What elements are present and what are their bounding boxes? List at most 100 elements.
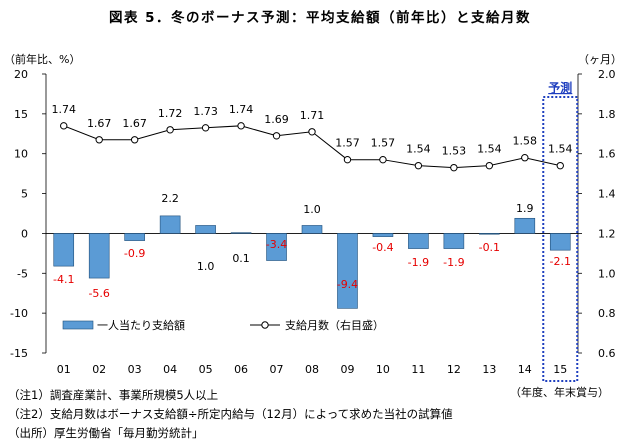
- x-tick-label: 05: [199, 363, 213, 376]
- line-data-label: 1.72: [158, 107, 183, 120]
- note-1: （注1）調査産業計、事業所規模5人以上: [8, 388, 219, 402]
- bar: [124, 233, 145, 241]
- x-tick-label: 08: [305, 363, 319, 376]
- line-point: [521, 154, 529, 162]
- x-tick-label: 07: [270, 363, 284, 376]
- legend-bar-swatch: [62, 320, 94, 330]
- line-point: [166, 126, 174, 134]
- right-tick-label: 1.6: [598, 148, 616, 161]
- right-tick-label: 1.8: [598, 108, 616, 121]
- right-tick-label: 1.4: [598, 188, 616, 201]
- bar-data-label: 1.0: [197, 260, 215, 273]
- bar: [337, 233, 358, 309]
- left-tick-label: 15: [14, 108, 28, 121]
- x-tick-label: 03: [128, 363, 142, 376]
- right-tick-label: 2.0: [598, 68, 616, 81]
- line-point: [308, 128, 316, 136]
- bar-data-label: 1.9: [516, 202, 534, 215]
- plot-area: 20 15 10 5 0 -5 -10 -15 2.0 1.8 1.6 1.4 1.2 1.0 0.8 0.6…: [10, 68, 616, 382]
- bar-data-label: -2.1: [550, 255, 571, 268]
- bar-data-label: -3.4: [266, 238, 287, 251]
- x-tick-label: 09: [340, 363, 354, 376]
- bar-data-label: -1.9: [443, 256, 464, 269]
- line-data-label: 1.67: [122, 117, 147, 130]
- left-tick-label: -10: [10, 307, 28, 320]
- line-data-label: 1.74: [229, 103, 254, 116]
- bar-data-label: -5.6: [88, 287, 109, 300]
- x-tick-label: 13: [482, 363, 496, 376]
- legend: 一人当たり支給額 支給月数（右目盛）: [62, 318, 384, 332]
- note-2: （注2）支給月数はボーナス支給額÷所定内給与（12月）によって求めた当社の試算値: [8, 407, 453, 421]
- left-tick-label: 0: [21, 227, 28, 240]
- right-tick-label: 1.0: [598, 267, 616, 280]
- bar: [266, 233, 287, 261]
- line-data-label: 1.71: [300, 109, 325, 122]
- line-data-label: 1.58: [513, 135, 538, 148]
- x-tick-label: 01: [57, 363, 71, 376]
- x-tick-label: 11: [411, 363, 425, 376]
- x-tick-label: 06: [234, 363, 248, 376]
- x-tick-label: 04: [163, 363, 177, 376]
- line-point: [60, 122, 68, 130]
- forecast-box: [542, 96, 579, 382]
- line-point: [272, 132, 281, 140]
- line-data-label: 1.54: [477, 143, 502, 156]
- line-data-label: 1.67: [87, 117, 112, 130]
- line-data-label: 1.57: [335, 137, 360, 150]
- bar: [159, 215, 181, 234]
- right-axis-label: （ヶ月）: [578, 53, 622, 66]
- bar: [301, 225, 323, 234]
- notes: （注1）調査産業計、事業所規模5人以上 （注2）支給月数はボーナス支給額÷所定内…: [8, 386, 453, 443]
- bar-data-label: -9.4: [337, 278, 358, 291]
- bar: [53, 233, 75, 267]
- left-tick-label: -5: [17, 267, 28, 280]
- line-point: [237, 122, 245, 130]
- line-point: [95, 136, 103, 144]
- right-tick-label: 0.8: [598, 307, 616, 320]
- note-3: （出所）厚生労働省「毎月勤労統計」: [8, 426, 204, 440]
- right-tick-label: 1.2: [598, 227, 616, 240]
- x-tick-label: 12: [447, 363, 461, 376]
- bar: [408, 233, 429, 249]
- bar: [514, 217, 536, 234]
- legend-line-label: 支給月数（右目盛）: [285, 318, 384, 332]
- bar-data-label: 0.1: [232, 252, 250, 265]
- bar: [195, 225, 216, 234]
- line-point: [450, 163, 458, 172]
- line-data-label: 1.54: [406, 143, 431, 156]
- line-point: [556, 161, 564, 170]
- bar: [549, 233, 571, 251]
- left-axis-label: （前年比、%）: [4, 52, 80, 66]
- line-data-label: 1.53: [442, 145, 467, 158]
- x-tick-label: 10: [376, 363, 390, 376]
- bar-data-label: -4.1: [53, 273, 74, 286]
- line-point: [414, 161, 423, 170]
- bar: [443, 233, 465, 249]
- bar-data-label: 2.2: [161, 192, 179, 205]
- line-point: [343, 155, 352, 164]
- bar-data-label: -0.9: [124, 247, 145, 260]
- line-point: [130, 136, 139, 144]
- x-tick-label: 14: [518, 363, 532, 376]
- x-tick-label: 02: [92, 363, 106, 376]
- left-tick-label: 20: [14, 68, 28, 81]
- left-tick-label: -15: [10, 347, 28, 360]
- line-data-label: 1.57: [371, 137, 396, 150]
- line-point: [201, 124, 210, 132]
- x-tick-label: 15: [553, 363, 567, 376]
- bar: [230, 232, 252, 234]
- line-point: [379, 155, 387, 164]
- line-data-label: 1.54: [548, 143, 573, 156]
- bar-data-label: -1.9: [408, 256, 429, 269]
- bar: [479, 233, 500, 235]
- line-data-label: 1.74: [51, 103, 76, 116]
- x-axis-caption: （年度、年末賞与）: [510, 385, 609, 399]
- left-tick-label: 5: [21, 188, 28, 201]
- forecast-label: 予測: [548, 80, 572, 95]
- line-data-label: 1.73: [193, 105, 218, 118]
- line-point: [485, 161, 494, 170]
- bar: [372, 233, 394, 237]
- chart-title: 図表 5．冬のボーナス予測：平均支給額（前年比）と支給月数: [108, 10, 532, 26]
- bar-data-label: 1.0: [303, 203, 321, 216]
